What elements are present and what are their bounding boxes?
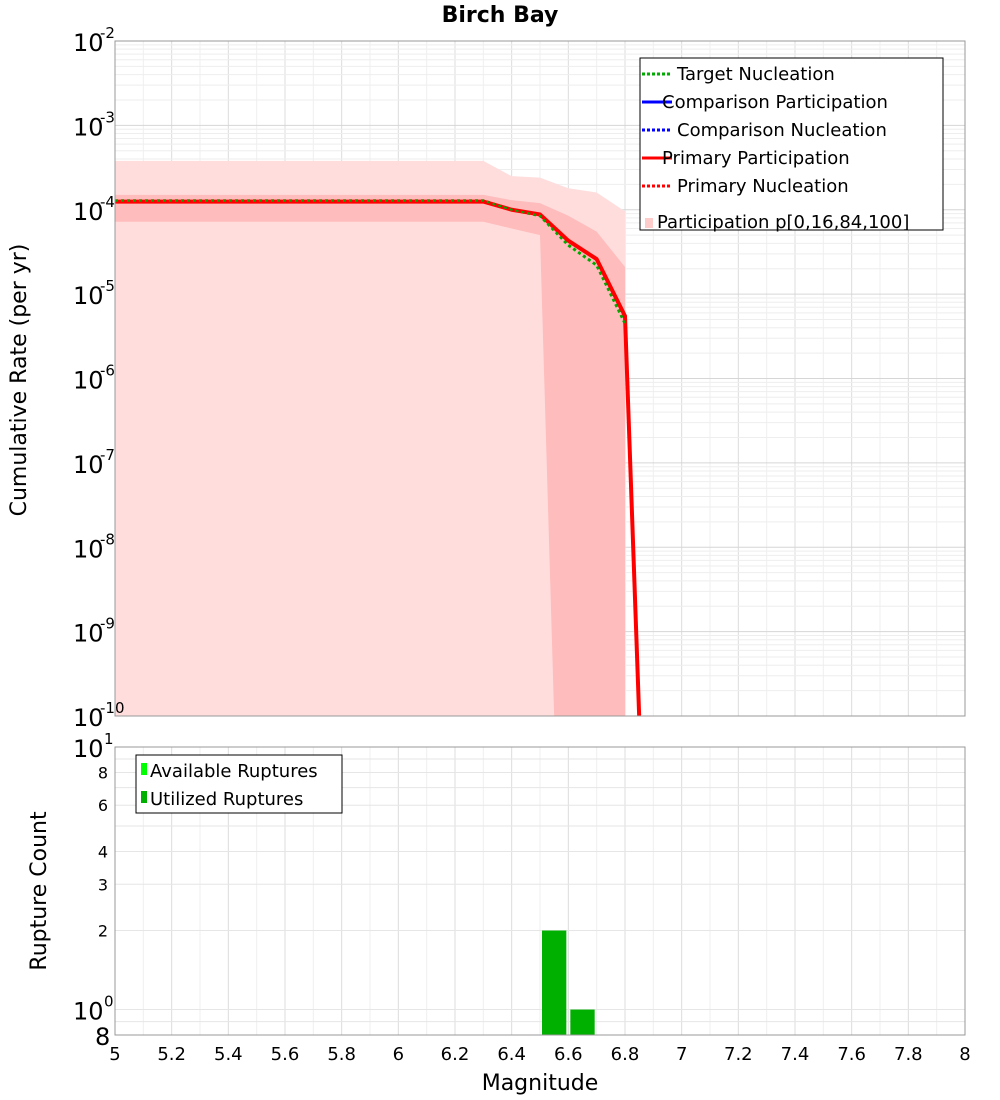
legend-box [639,57,944,231]
x-tick-labels: 5 5.2 5.4 5.6 5.8 6 6.2 6.4 6.6 6.8 7 7.2 7.4 7.6 7.8 8 [109,1044,970,1065]
y-tick-label: 6 [98,796,108,815]
y-tick-label: 10 [73,620,104,648]
legend-label: Comparison Participation [662,92,888,113]
legend-swatch [141,791,147,803]
legend-label: Utilized Ruptures [150,789,303,810]
legend-label: Primary Participation [662,148,850,169]
y-tick-exponent: -6 [100,362,115,380]
x-tick-label: 6.2 [441,1044,470,1065]
rate-plot-frame [114,40,966,717]
y-tick-exponent: -2 [100,24,115,42]
y-tick-exponent: 0 [104,993,114,1011]
y-tick-label: 10 [73,367,104,395]
x-tick-label: 6 [393,1044,404,1065]
y-tick-exponent: -3 [100,108,115,126]
rupture-plot-frame [114,746,966,1036]
y-tick-label: 10 [73,113,104,141]
y-tick-label: 2 [98,922,108,941]
x-tick-label: 8 [959,1044,970,1065]
x-tick-label: 6.8 [611,1044,640,1065]
x-tick-label: 5.6 [271,1044,300,1065]
y-tick-label: 3 [98,875,108,894]
x-tick-label: 5.4 [214,1044,243,1065]
y-tick-label: 8 [95,1023,110,1051]
x-tick-label: 5.2 [157,1044,186,1065]
rupture-bars [542,930,595,1035]
y-tick-label: 10 [73,29,104,57]
legend-label: Participation p[0,16,84,100] [657,212,909,233]
y-tick-label: 10 [73,451,104,479]
y-tick-label: 8 [98,763,108,782]
legend-label: Comparison Nucleation [677,120,887,141]
legend-swatch [141,763,147,775]
y-tick-exponent: 1 [104,730,114,748]
x-tick-label: 6.4 [497,1044,526,1065]
y-tick-label: 10 [73,704,104,732]
rate-y-axis-label: Cumulative Rate (per yr) [7,244,32,517]
y-tick-label: 10 [73,735,104,763]
x-axis-label: Magnitude [482,1071,599,1096]
rupture-bar [542,930,567,1035]
x-tick-label: 5 [109,1044,120,1065]
participation-band [115,160,625,717]
rate-legend: Target Nucleation Comparison Participatio… [639,57,944,233]
legend-label: Target Nucleation [676,64,835,85]
y-tick-exponent: -4 [100,193,115,211]
rate-curves [115,199,642,717]
rate-plot-panel: 10-210-310-410-510-610-710-810-910-10 Cu… [7,24,966,732]
participation-band-inner [115,194,625,716]
chart-title: Birch Bay [442,3,559,28]
x-tick-label: 7.8 [894,1044,923,1065]
participation-band-outer [115,160,625,717]
y-tick-label: 10 [73,998,104,1026]
rupture-y-axis-label: Rupture Count [27,811,52,971]
y-tick-exponent: -10 [100,699,125,717]
rupture-legend: Available Ruptures Utilized Ruptures [135,754,343,814]
y-tick-label: 4 [98,842,108,861]
series-line-target-nucleation-overlay [115,199,626,324]
x-tick-label: 7.4 [781,1044,810,1065]
y-tick-label: 10 [73,198,104,226]
y-tick-exponent: -5 [100,277,115,295]
x-tick-label: 7.2 [724,1044,753,1065]
y-tick-exponent: -9 [100,615,115,633]
rupture-bar [570,1009,595,1035]
rate-y-tick-labels: 10-210-310-410-510-610-710-810-910-10 [73,24,125,732]
x-tick-label: 7.6 [837,1044,866,1065]
y-tick-label: 10 [73,535,104,563]
legend-label: Primary Nucleation [677,176,849,197]
legend-box [135,754,343,814]
y-tick-label: 10 [73,282,104,310]
y-tick-exponent: -7 [100,446,115,464]
x-tick-label: 5.8 [327,1044,356,1065]
x-tick-label: 6.6 [554,1044,583,1065]
y-tick-exponent: -8 [100,530,115,548]
legend-label: Available Ruptures [150,761,318,782]
x-tick-label: 7 [676,1044,687,1065]
legend-swatch [645,218,653,228]
